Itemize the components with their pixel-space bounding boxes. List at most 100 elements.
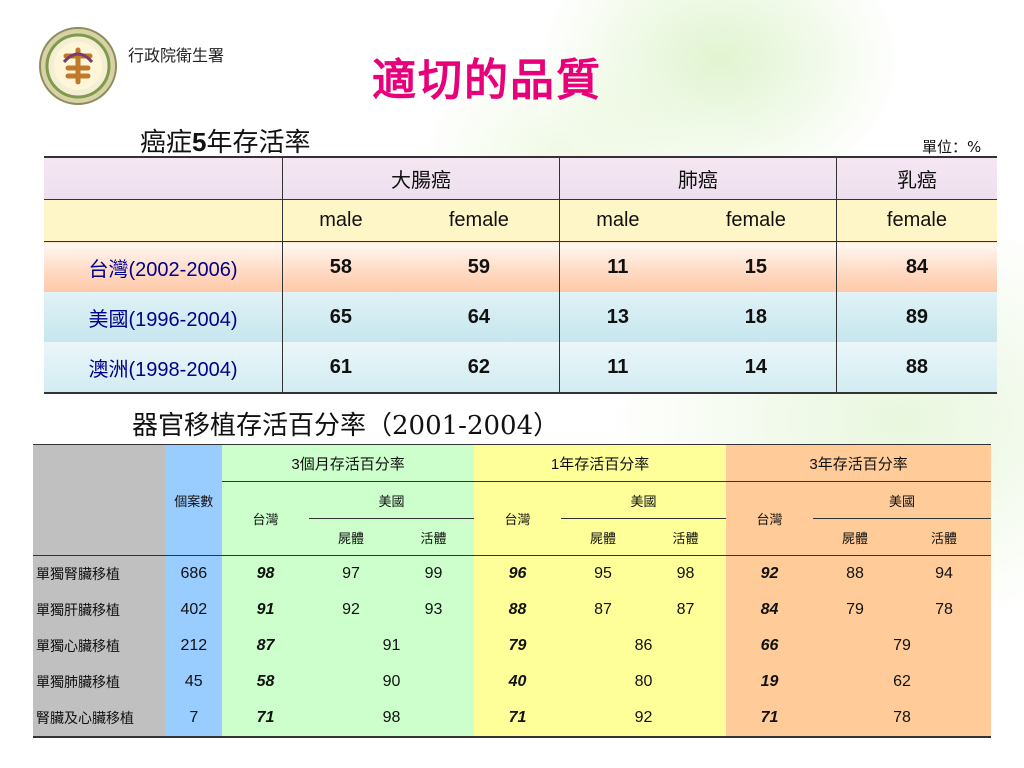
value-cell: 62 <box>398 342 560 394</box>
living-header: 活體 <box>645 518 727 556</box>
value-cell: 94 <box>897 555 991 592</box>
period-header: 3個月存活百分率 <box>222 444 475 482</box>
transplant-table-title: 器官移植存活百分率（2001-2004） <box>132 411 560 441</box>
organization-name: 行政院衛生署 <box>128 46 225 65</box>
value-cell: 92 <box>309 592 394 628</box>
unit-label: 單位：% <box>922 138 982 156</box>
table-subheader-row: male female male female female <box>44 199 997 242</box>
row-label: 單獨肺臟移植 <box>33 664 166 700</box>
value-cell: 97 <box>309 555 394 592</box>
value-cell: 88 <box>813 555 898 592</box>
cases-cell: 686 <box>165 555 223 592</box>
value-cell: 87 <box>645 592 727 628</box>
department-of-health-logo-icon <box>39 27 117 105</box>
value-cell: 92 <box>561 700 727 738</box>
taiwan-header: 台灣 <box>474 481 562 556</box>
empty-header-cell <box>33 444 166 556</box>
cadaver-header: 屍體 <box>309 518 394 556</box>
empty-header-cell <box>44 156 283 200</box>
row-label: 單獨腎臟移植 <box>33 555 166 592</box>
value-cell: 79 <box>813 628 991 664</box>
cases-cell: 7 <box>165 700 223 738</box>
value-cell: 91 <box>222 592 310 628</box>
value-cell: 79 <box>813 592 898 628</box>
table-row: 單獨心臟移植 212 87 91 79 86 66 79 <box>33 628 991 664</box>
empty-header-cell <box>44 199 283 242</box>
taiwan-header: 台灣 <box>222 481 310 556</box>
sex-header: female <box>675 199 837 242</box>
value-cell: 14 <box>675 342 837 394</box>
row-label: 台灣(2002-2006) <box>44 241 283 292</box>
page-title: 適切的品質 <box>372 55 602 106</box>
value-cell: 11 <box>559 342 676 394</box>
value-cell: 58 <box>282 241 399 292</box>
sex-header: male <box>559 199 676 242</box>
period-header: 3年存活百分率 <box>726 444 991 482</box>
value-cell: 89 <box>836 292 997 342</box>
value-cell: 71 <box>222 700 310 738</box>
value-cell: 98 <box>645 555 727 592</box>
value-cell: 95 <box>561 555 646 592</box>
value-cell: 15 <box>675 241 837 292</box>
row-label: 單獨心臟移植 <box>33 628 166 664</box>
row-label: 美國(1996-2004) <box>44 292 283 342</box>
value-cell: 80 <box>561 664 727 700</box>
table-row: 腎臟及心臟移植 7 71 98 71 92 71 78 <box>33 700 991 738</box>
table-row: 台灣(2002-2006) 58 59 11 15 84 <box>44 241 997 292</box>
value-cell: 88 <box>836 342 997 394</box>
value-cell: 84 <box>836 241 997 292</box>
row-label: 腎臟及心臟移植 <box>33 700 166 738</box>
period-header: 1年存活百分率 <box>474 444 727 482</box>
value-cell: 64 <box>398 292 560 342</box>
value-cell: 91 <box>309 628 475 664</box>
taiwan-header: 台灣 <box>726 481 814 556</box>
value-cell: 87 <box>561 592 646 628</box>
usa-header: 美國 <box>561 481 727 519</box>
cadaver-header: 屍體 <box>561 518 646 556</box>
value-cell: 86 <box>561 628 727 664</box>
value-cell: 13 <box>559 292 676 342</box>
row-label: 單獨肝臟移植 <box>33 592 166 628</box>
cancer-table-title: 癌症5年存活率 <box>140 127 311 158</box>
value-cell: 71 <box>474 700 562 738</box>
value-cell: 66 <box>726 628 814 664</box>
group-header: 大腸癌 <box>282 156 560 200</box>
usa-header: 美國 <box>813 481 991 519</box>
value-cell: 58 <box>222 664 310 700</box>
value-cell: 88 <box>474 592 562 628</box>
living-header: 活體 <box>897 518 991 556</box>
value-cell: 92 <box>726 555 814 592</box>
value-cell: 79 <box>474 628 562 664</box>
cases-cell: 45 <box>165 664 223 700</box>
group-header: 肺癌 <box>559 156 837 200</box>
table-row: 單獨肺臟移植 45 58 90 40 80 19 62 <box>33 664 991 700</box>
group-header: 乳癌 <box>836 156 997 200</box>
sex-header: female <box>836 199 997 242</box>
value-cell: 87 <box>222 628 310 664</box>
cancer-survival-table: 大腸癌 肺癌 乳癌 male female male female female… <box>44 156 997 394</box>
cadaver-header: 屍體 <box>813 518 898 556</box>
value-cell: 40 <box>474 664 562 700</box>
value-cell: 62 <box>813 664 991 700</box>
cases-header: 個案數 <box>165 444 223 556</box>
value-cell: 90 <box>309 664 475 700</box>
table-row: 美國(1996-2004) 65 64 13 18 89 <box>44 292 997 342</box>
value-cell: 65 <box>282 292 399 342</box>
row-label: 澳洲(1998-2004) <box>44 342 283 394</box>
value-cell: 19 <box>726 664 814 700</box>
table-header-row: 個案數 3個月存活百分率 1年存活百分率 3年存活百分率 <box>33 444 991 556</box>
value-cell: 99 <box>393 555 475 592</box>
table-row: 澳洲(1998-2004) 61 62 11 14 88 <box>44 342 997 394</box>
value-cell: 96 <box>474 555 562 592</box>
value-cell: 71 <box>726 700 814 738</box>
table-subheader-row: 屍體 活體 屍體 活體 屍體 活體 <box>33 518 991 556</box>
cases-cell: 212 <box>165 628 223 664</box>
value-cell: 78 <box>897 592 991 628</box>
value-cell: 78 <box>813 700 991 738</box>
sex-header: female <box>398 199 560 242</box>
value-cell: 18 <box>675 292 837 342</box>
sex-header: male <box>282 199 399 242</box>
table-header-row: 大腸癌 肺癌 乳癌 <box>44 156 997 200</box>
value-cell: 84 <box>726 592 814 628</box>
value-cell: 98 <box>222 555 310 592</box>
